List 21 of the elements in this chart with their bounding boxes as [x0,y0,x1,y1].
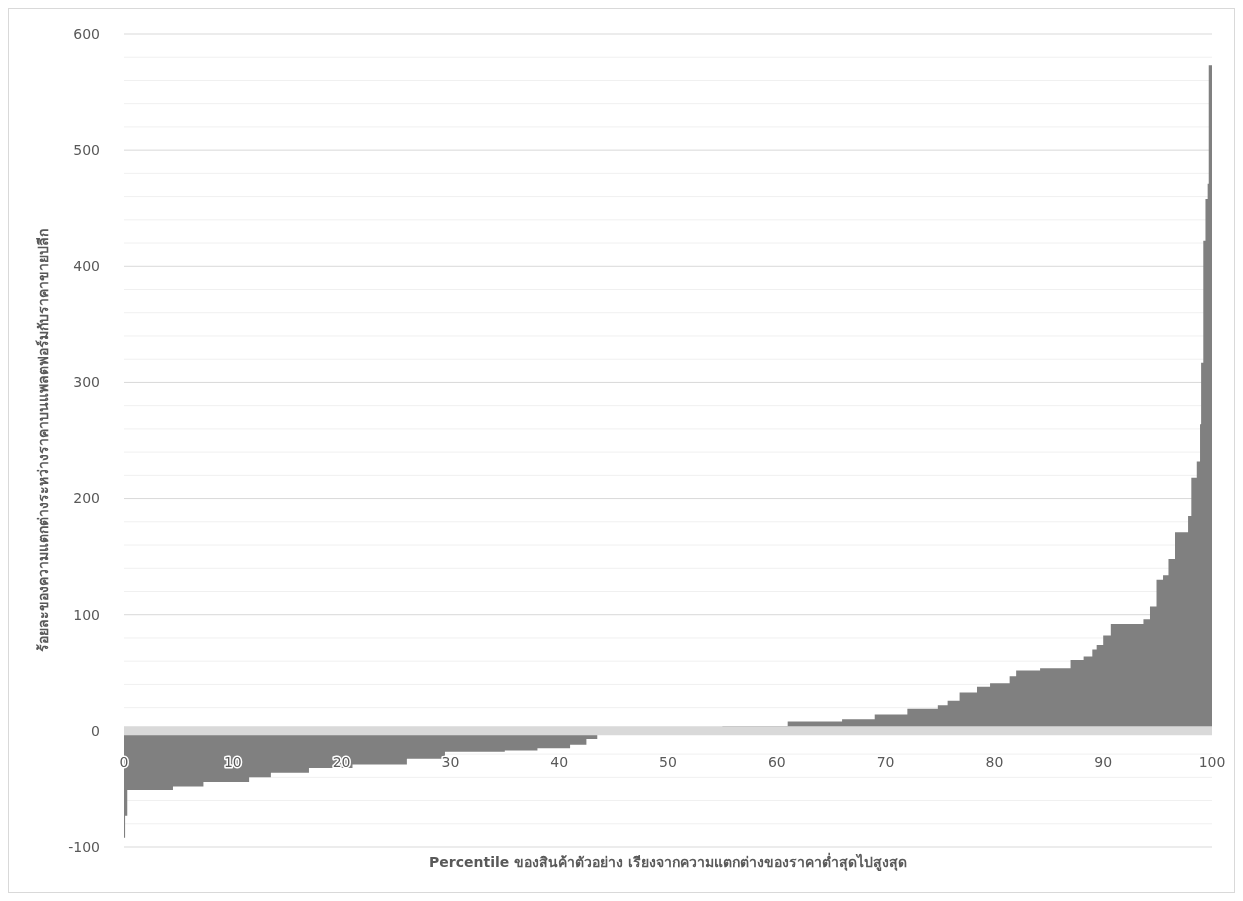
y-tick-label: 200 [73,490,100,507]
x-axis-title: Percentile ของสินค้าตัวอย่าง เรียงจากความแตกต่างของราคาต่ำสุดไปสูงสุด [429,852,907,871]
x-tick-label: 30 [441,753,460,770]
y-tick-label: 600 [73,25,100,42]
y-tick-label: -100 [68,838,100,855]
y-tick-label: 400 [73,258,100,275]
x-tick-label: 10 [223,753,242,770]
x-tick-label: 80 [985,753,1004,770]
x-tick-label: 100 [1198,753,1226,770]
x-tick-label: 90 [1094,753,1113,770]
x-tick-label: 50 [659,753,677,770]
y-tick-label: 0 [91,722,100,739]
x-tick-label: 40 [550,753,569,770]
x-tick-label: 60 [767,753,786,770]
y-tick-label: 300 [73,374,100,391]
x-tick-label: 70 [876,753,895,770]
y-tick-label: 500 [73,142,100,159]
y-axis-title: ร้อยละของความแตกต่างระหว่างราคาบนแพลตฟอร์มกับราคาขายปลีก [35,229,51,652]
x-tick-label: 20 [332,753,351,770]
y-tick-label: 100 [73,606,100,623]
x-tick-label: 0 [119,753,129,770]
